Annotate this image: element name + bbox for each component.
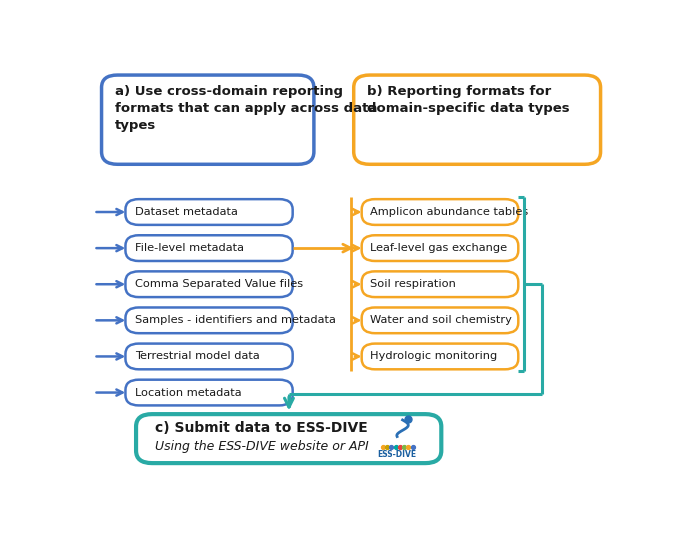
Text: Amplicon abundance tables: Amplicon abundance tables (370, 207, 528, 217)
Text: Soil respiration: Soil respiration (370, 279, 456, 289)
Text: Location metadata: Location metadata (135, 388, 242, 398)
Text: b) Reporting formats for
domain-specific data types: b) Reporting formats for domain-specific… (367, 86, 570, 115)
Text: Terrestrial model data: Terrestrial model data (135, 351, 260, 362)
FancyBboxPatch shape (362, 199, 519, 225)
FancyBboxPatch shape (362, 307, 519, 333)
Text: ESS-DIVE: ESS-DIVE (377, 450, 416, 459)
FancyBboxPatch shape (136, 414, 441, 463)
FancyBboxPatch shape (362, 235, 519, 261)
FancyBboxPatch shape (362, 343, 519, 369)
Text: Using the ESS-DIVE website or API: Using the ESS-DIVE website or API (155, 440, 369, 453)
FancyBboxPatch shape (125, 235, 292, 261)
Text: File-level metadata: File-level metadata (135, 243, 244, 253)
Text: Dataset metadata: Dataset metadata (135, 207, 238, 217)
FancyBboxPatch shape (125, 343, 292, 369)
FancyBboxPatch shape (101, 75, 314, 164)
Text: c) Submit data to ESS-DIVE: c) Submit data to ESS-DIVE (155, 421, 367, 436)
FancyBboxPatch shape (125, 379, 292, 405)
FancyBboxPatch shape (125, 307, 292, 333)
Text: Comma Separated Value files: Comma Separated Value files (135, 279, 303, 289)
FancyBboxPatch shape (125, 271, 292, 297)
Text: Hydrologic monitoring: Hydrologic monitoring (370, 351, 497, 362)
FancyBboxPatch shape (362, 271, 519, 297)
FancyBboxPatch shape (125, 199, 292, 225)
Text: Samples - identifiers and metadata: Samples - identifiers and metadata (135, 315, 336, 326)
Text: a) Use cross-domain reporting
formats that can apply across data
types: a) Use cross-domain reporting formats th… (115, 86, 377, 133)
FancyBboxPatch shape (353, 75, 601, 164)
Text: Water and soil chemistry: Water and soil chemistry (370, 315, 512, 326)
Text: Leaf-level gas exchange: Leaf-level gas exchange (370, 243, 507, 253)
